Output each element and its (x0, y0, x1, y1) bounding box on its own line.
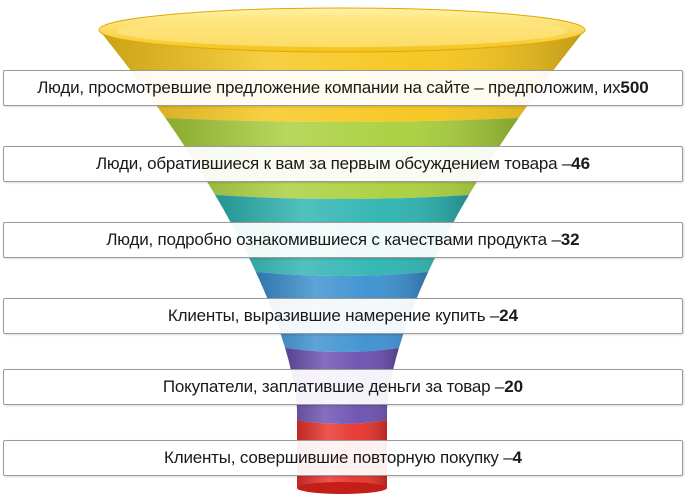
stage-text: Покупатели, заплатившие деньги за товар … (162, 377, 505, 396)
stage-label-4: Клиенты, выразившие намерение купить – 2… (3, 298, 683, 334)
stage-value: 24 (499, 306, 519, 325)
funnel-bottom-cap (297, 482, 387, 494)
stage-text: Клиенты, выразившие намерение купить – (167, 306, 500, 325)
stage-text: Люди, просмотревшие предложение компании… (37, 78, 621, 97)
funnel-rim-inner (117, 15, 567, 47)
stage-label-3: Люди, подробно ознакомившиеся с качества… (3, 222, 683, 258)
stage-value: 500 (620, 78, 649, 97)
stage-label-1: Люди, просмотревшие предложение компании… (3, 70, 683, 106)
stage-value: 32 (560, 230, 580, 249)
stage-value: 4 (512, 448, 522, 467)
stage-label-5: Покупатели, заплатившие деньги за товар … (3, 369, 683, 405)
stage-label-2: Люди, обратившиеся к вам за первым обсуж… (3, 146, 683, 182)
stage-value: 20 (504, 377, 524, 396)
stage-text: Люди, подробно ознакомившиеся с качества… (106, 230, 561, 249)
stage-value: 46 (571, 154, 591, 173)
stage-text: Клиенты, совершившие повторную покупку – (164, 448, 513, 467)
stage-label-6: Клиенты, совершившие повторную покупку –… (3, 440, 683, 476)
stage-text: Люди, обратившиеся к вам за первым обсуж… (95, 154, 572, 173)
